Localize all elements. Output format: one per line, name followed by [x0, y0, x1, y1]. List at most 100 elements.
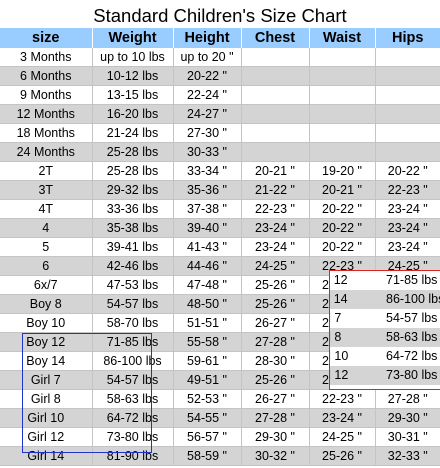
cell-height: 54-55 " [173, 408, 242, 428]
cell-chest: 30-32 " [241, 446, 310, 466]
cell-size: 9 Months [0, 85, 93, 105]
cell-weight: 16-20 lbs [92, 104, 174, 124]
inset-size: rl 12 [330, 368, 349, 382]
inset-size: y 12 [330, 273, 348, 287]
cell-hips: 23-24 " [375, 237, 440, 257]
cell-height: 59-61 " [173, 351, 242, 371]
cell-height: 39-40 " [173, 218, 242, 238]
cell-chest: 24-25 " [241, 256, 310, 276]
cell-height: 51-51 " [173, 313, 242, 333]
size-chart-table: size Weight Height Chest Waist Hips 3 Mo… [0, 28, 440, 466]
cell-chest [241, 104, 310, 124]
header-row: size Weight Height Chest Waist Hips [0, 28, 440, 48]
cell-hips: 30-31 " [375, 427, 440, 447]
cell-chest: 25-26 " [241, 294, 310, 314]
cell-chest: 25-26 " [241, 275, 310, 295]
cell-height: 30-33 " [173, 142, 242, 162]
cell-size: 3 Months [0, 48, 93, 67]
cell-height: 22-24 " [173, 85, 242, 105]
cell-weight: 42-46 lbs [92, 256, 174, 276]
inset-weight: 58-63 lbs [386, 330, 438, 344]
cell-size: 6 [0, 256, 93, 276]
cell-waist: 20-22 " [309, 218, 376, 238]
cell-chest [241, 123, 310, 143]
cell-chest: 27-28 " [241, 332, 310, 352]
cell-waist [309, 104, 376, 124]
cell-chest: 26-27 " [241, 389, 310, 409]
cell-weight: 29-32 lbs [92, 180, 174, 200]
cell-height: 41-43 " [173, 237, 242, 257]
header-hips: Hips [375, 28, 440, 48]
cell-chest [241, 85, 310, 105]
table-row: Girl 10 64-72 lbs 54-55 " 27-28 " 23-24 " 29-… [0, 408, 440, 428]
cell-height: 49-51 " [173, 370, 242, 390]
table-row: 9 Months 13-15 lbs 22-24 " [0, 85, 440, 105]
cell-weight: 64-72 lbs [92, 408, 174, 428]
cell-size: Girl 12 [0, 427, 93, 447]
cell-hips [375, 123, 440, 143]
table-row: 12 Months 16-20 lbs 24-27 " [0, 104, 440, 124]
cell-chest: 27-28 " [241, 408, 310, 428]
cell-size: 6x/7 [0, 275, 93, 295]
inset-row: rl 7 54-57 lbs [330, 309, 440, 328]
inset-weight: 54-57 lbs [386, 311, 438, 325]
cell-height: 52-53 " [173, 389, 242, 409]
cell-height: 48-50 " [173, 294, 242, 314]
cell-size: 24 Months [0, 142, 93, 162]
cell-weight: 21-24 lbs [92, 123, 174, 143]
header-waist: Waist [309, 28, 376, 48]
cell-size: 2T [0, 161, 93, 181]
cell-height: 27-30 " [173, 123, 242, 143]
cell-hips [375, 48, 440, 67]
cell-weight: 25-28 lbs [92, 161, 174, 181]
cell-height: 55-58 " [173, 332, 242, 352]
cell-weight: up to 10 lbs [92, 48, 174, 67]
inset-size: y 14 [330, 292, 348, 306]
chart-title: Standard Children's Size Chart [93, 5, 347, 26]
cell-weight: 58-63 lbs [92, 389, 174, 409]
table-row: 4 35-38 lbs 39-40 " 23-24 " 20-22 " 23-24 " [0, 218, 440, 238]
cell-chest: 21-22 " [241, 180, 310, 200]
cell-waist [309, 66, 376, 86]
cell-waist: 24-25 " [309, 427, 376, 447]
table-row: 3T 29-32 lbs 35-36 " 21-22 " 20-21 " 22-23 " [0, 180, 440, 200]
cell-chest: 25-26 " [241, 370, 310, 390]
cell-height: 56-57 " [173, 427, 242, 447]
cell-hips [375, 104, 440, 124]
table-row: 6 Months 10-12 lbs 20-22 " [0, 66, 440, 86]
cell-hips: 23-24 " [375, 199, 440, 219]
cell-height: 35-36 " [173, 180, 242, 200]
cell-size: Girl 14 [0, 446, 93, 466]
cell-hips: 23-24 " [375, 218, 440, 238]
inset-size: rl 8 [330, 330, 342, 344]
cell-waist: 19-20 " [309, 161, 376, 181]
cell-chest: 23-24 " [241, 237, 310, 257]
cell-weight: 81-90 lbs [92, 446, 174, 466]
cell-hips: 32-33 " [375, 446, 440, 466]
cell-size: Boy 14 [0, 351, 93, 371]
inset-row: y 14 86-100 lbs [330, 290, 440, 309]
cell-weight: 33-36 lbs [92, 199, 174, 219]
cell-waist [309, 85, 376, 105]
cell-chest: 29-30 " [241, 427, 310, 447]
table-row: 18 Months 21-24 lbs 27-30 " [0, 123, 440, 143]
cell-weight: 39-41 lbs [92, 237, 174, 257]
header-weight: Weight [92, 28, 174, 48]
inset-row: rl 10 64-72 lbs [330, 347, 440, 366]
header-height: Height [173, 28, 242, 48]
cell-size: Boy 8 [0, 294, 93, 314]
cell-size: 4 [0, 218, 93, 238]
cell-chest: 28-30 " [241, 351, 310, 371]
table-row: 5 39-41 lbs 41-43 " 23-24 " 20-22 " 23-24 " [0, 237, 440, 257]
cell-size: 3T [0, 180, 93, 200]
cell-height: 58-59 " [173, 446, 242, 466]
cell-waist: 25-26 " [309, 446, 376, 466]
cell-hips [375, 85, 440, 105]
cell-size: 18 Months [0, 123, 93, 143]
table-row: Girl 12 73-80 lbs 56-57 " 29-30 " 24-25 " 30-… [0, 427, 440, 447]
cell-chest: 22-23 " [241, 199, 310, 219]
inset-row: rl 12 73-80 lbs [330, 366, 440, 385]
cell-height: 47-48 " [173, 275, 242, 295]
inset-weight: 73-80 lbs [386, 368, 438, 382]
cell-waist: 23-24 " [309, 408, 376, 428]
